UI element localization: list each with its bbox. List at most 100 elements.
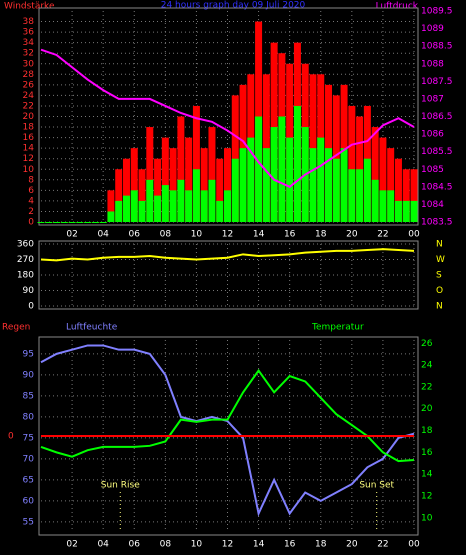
wind-bar xyxy=(379,190,387,222)
wind-label: Windstärke xyxy=(4,2,55,12)
wind-bar xyxy=(76,222,84,223)
wind-bar xyxy=(348,105,356,222)
wind-bar xyxy=(216,158,224,222)
y2-tick-label: 18 xyxy=(421,426,433,436)
y-tick-label: 55 xyxy=(23,517,34,527)
y2-tick-label: 1087 xyxy=(421,94,444,104)
rain-label: Regen xyxy=(2,323,30,333)
x-tick-label: 12 xyxy=(222,230,233,240)
y2-tick-label: 1087.5 xyxy=(421,77,453,87)
y-tick-label: 18 xyxy=(23,123,35,133)
y2-tick-label: 1086.5 xyxy=(421,112,453,122)
y-tick-label: 180 xyxy=(17,271,34,281)
wind-bar xyxy=(161,137,169,222)
x-tick-label: 16 xyxy=(284,540,296,550)
wind-bar xyxy=(60,222,68,223)
y-tick-label: 34 xyxy=(23,38,35,48)
y2-tick-label: 1086 xyxy=(421,130,444,140)
y2-tick-label: 16 xyxy=(421,448,433,458)
x-tick-label: 20 xyxy=(346,230,358,240)
wind-bar xyxy=(122,158,130,222)
y-tick-label: 4 xyxy=(28,196,34,206)
y-tick-label: 60 xyxy=(23,496,35,506)
wind-bar xyxy=(200,190,208,222)
wind-bar xyxy=(130,190,138,222)
humidity-label: Luftfeuchte xyxy=(66,323,118,333)
y2-tick-label: 1084 xyxy=(421,200,444,210)
x-tick-label: 06 xyxy=(129,540,141,550)
wind-bar xyxy=(192,169,200,222)
y-tick-label: 90 xyxy=(23,370,35,380)
wind-bar xyxy=(192,105,200,222)
y-tick-label: 0 xyxy=(28,302,34,312)
x-tick-label: 20 xyxy=(346,540,358,550)
y-tick-label: 28 xyxy=(23,70,35,80)
wind-bar xyxy=(177,179,185,222)
wind-bar xyxy=(115,169,123,222)
y2-tick-label: 20 xyxy=(421,404,433,414)
y-tick-label: 36 xyxy=(23,28,35,38)
x-tick-label: 14 xyxy=(253,230,265,240)
y2-tick-label: 1088 xyxy=(421,59,444,69)
wind-bar xyxy=(371,179,379,222)
wind-bar xyxy=(286,137,294,222)
wind-bar xyxy=(340,148,348,222)
y-tick-label: 20 xyxy=(23,112,35,122)
wind-bar xyxy=(239,148,247,222)
wind-bar xyxy=(84,222,92,223)
annotation: Sun Rise xyxy=(101,481,140,491)
x-tick-label: 04 xyxy=(97,540,109,550)
wind-bar xyxy=(146,127,154,222)
wind-bar xyxy=(169,148,177,222)
x-tick-label: 22 xyxy=(377,230,388,240)
wind-bar xyxy=(45,222,53,223)
y2-tick-label: W xyxy=(436,255,445,265)
wind-bar xyxy=(200,148,208,222)
y2-tick-label: 12 xyxy=(421,492,432,502)
chart-title: 24 hours graph day 09 Juli 2020 xyxy=(161,1,306,11)
x-tick-label: 10 xyxy=(191,540,203,550)
wind-bar xyxy=(130,148,138,222)
y2-tick-label: 24 xyxy=(421,361,433,371)
x-tick-label: 02 xyxy=(66,230,77,240)
x-tick-label: 04 xyxy=(97,230,109,240)
x-tick-label: 22 xyxy=(377,540,388,550)
y-tick-label: 12 xyxy=(23,154,34,164)
wind-bar xyxy=(379,137,387,222)
y-tick-label: 0 xyxy=(28,218,34,228)
wind-bar xyxy=(410,200,418,222)
wind-bar xyxy=(138,200,146,222)
x-tick-label: 12 xyxy=(222,540,233,550)
data-line xyxy=(40,368,415,463)
plot-frame xyxy=(38,7,419,226)
y2-tick-label: O xyxy=(436,286,443,296)
y2-tick-label: 10 xyxy=(421,513,433,523)
y-tick-label: 24 xyxy=(23,91,35,101)
wind-bar xyxy=(154,195,162,222)
wind-bar xyxy=(115,200,123,222)
wind-bar xyxy=(317,137,325,222)
wind-bar xyxy=(161,185,169,222)
wind-bar xyxy=(325,148,333,222)
wind-bar xyxy=(177,116,185,222)
wind-bar xyxy=(394,158,402,222)
wind-bar xyxy=(122,195,130,222)
x-tick-label: 00 xyxy=(408,230,420,240)
wind-bar xyxy=(185,190,193,222)
wind-bar xyxy=(402,169,410,222)
data-line xyxy=(40,344,415,517)
wind-bar xyxy=(216,200,224,222)
y-tick-label: 80 xyxy=(23,412,35,422)
wind-bar xyxy=(394,200,402,222)
wind-bar xyxy=(107,211,115,222)
y2-tick-label: 1083.5 xyxy=(421,218,453,228)
y-tick-label: 10 xyxy=(23,165,35,175)
y2-tick-label: 22 xyxy=(421,382,432,392)
y-tick-label: 95 xyxy=(23,349,34,359)
wind-bar xyxy=(293,105,301,222)
y-tick-label: 75 xyxy=(23,433,34,443)
y-tick-label: 22 xyxy=(23,101,34,111)
y-tick-label: 2 xyxy=(28,207,34,217)
y-tick-label: 360 xyxy=(17,240,34,250)
y2-tick-label: 1089.5 xyxy=(421,7,453,17)
